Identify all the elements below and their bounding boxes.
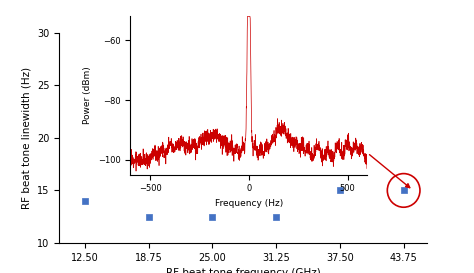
Point xyxy=(272,215,280,219)
Point xyxy=(81,199,89,203)
Point xyxy=(400,188,408,193)
X-axis label: Frequency (Hz): Frequency (Hz) xyxy=(215,199,283,208)
Y-axis label: Power (dBm): Power (dBm) xyxy=(83,67,92,124)
X-axis label: RF beat tone frequency (GHz): RF beat tone frequency (GHz) xyxy=(165,268,320,273)
Y-axis label: RF beat tone linewidth (Hz): RF beat tone linewidth (Hz) xyxy=(21,67,31,209)
Point xyxy=(336,188,344,193)
Point xyxy=(209,215,216,219)
Point xyxy=(145,215,152,219)
